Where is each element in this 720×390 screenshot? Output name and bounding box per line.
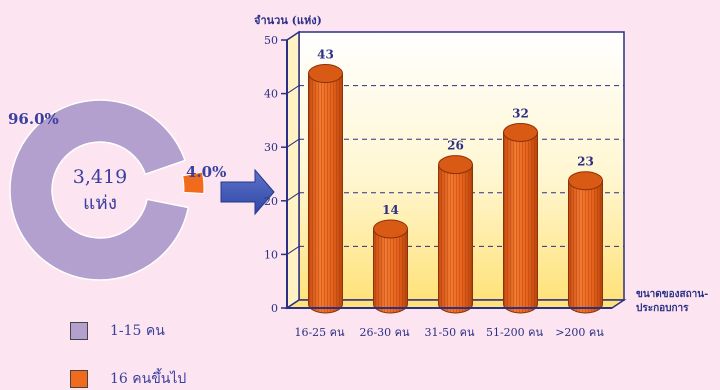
x-axis-title: ขนาดของสถาน- ประกอบการ — [636, 289, 708, 314]
x-tick-label: >200 คน — [555, 326, 604, 339]
bar-texture — [568, 180, 603, 313]
bar-texture — [438, 164, 473, 313]
x-axis-title-line: ขนาดของสถาน- — [636, 289, 708, 300]
x-tick-label: 16-25 คน — [294, 326, 345, 339]
bar-texture — [373, 228, 408, 313]
legend-swatch-purple — [70, 322, 88, 340]
legend-label: 16 คนขึ้นไป — [110, 371, 187, 387]
gridline-side — [286, 138, 300, 148]
donut-center-unit: แห่ง — [83, 192, 117, 214]
bar-data-label: 14 — [382, 203, 399, 217]
bar-texture — [503, 132, 538, 313]
bar: 32 — [503, 106, 538, 314]
y-axis: 0 10 20 30 40 50 — [264, 34, 288, 315]
gridline-side — [286, 192, 300, 202]
x-tick-label: 26-30 คน — [359, 326, 410, 339]
bar: 23 — [568, 155, 603, 314]
bars: 43 14 26 32 23 — [308, 48, 603, 314]
donut-chart: 3,419 แห่ง 96.0% 4.0% — [8, 99, 226, 281]
donut-label-96: 96.0% — [8, 110, 59, 128]
x-axis-title-line: ประกอบการ — [636, 302, 689, 314]
legend-swatch-orange — [70, 370, 88, 388]
y-tick-label: 30 — [264, 141, 278, 154]
x-axis: 16-25 คน 26-30 คน 31-50 คน 51-200 คน >200 คน — [287, 307, 612, 339]
bar-data-label: 23 — [577, 155, 594, 169]
legend-item-1-15: 1-15 คน — [70, 320, 165, 342]
x-tick-label: 51-200 คน — [486, 326, 544, 339]
bar: 43 — [308, 48, 343, 314]
gridline-side — [286, 245, 300, 255]
legend-item-16-plus: 16 คนขึ้นไป — [70, 368, 186, 390]
x-tick-label: 31-50 คน — [424, 326, 475, 339]
y-tick-label: 40 — [264, 88, 278, 101]
donut-label-4: 4.0% — [186, 163, 226, 181]
bar-texture — [308, 73, 343, 314]
bar-top — [308, 64, 343, 84]
bar-data-label: 32 — [512, 106, 529, 120]
y-tick-label: 50 — [264, 34, 278, 47]
bar: 14 — [373, 203, 408, 314]
bar-top — [373, 219, 408, 239]
legend-label: 1-15 คน — [110, 323, 165, 339]
gridline-side — [286, 85, 300, 95]
bar-chart: จำนวน (แห่ง) 0 10 20 30 40 50 43 14 26 32 23 16-2… — [254, 14, 708, 339]
gridline-side — [286, 31, 300, 41]
arrow-icon — [220, 168, 275, 216]
y-tick-label: 10 — [264, 248, 278, 261]
bar-top — [503, 122, 538, 142]
y-tick-label: 0 — [271, 302, 278, 315]
bar-top — [568, 171, 603, 191]
bar-data-label: 43 — [317, 48, 334, 62]
donut-slice-16-plus — [182, 171, 205, 195]
bar-top — [438, 155, 473, 175]
donut-center-value: 3,419 — [73, 166, 127, 188]
y-axis-title: จำนวน (แห่ง) — [254, 14, 322, 27]
y-tick-label: 20 — [264, 195, 278, 208]
donut-slice-1-15 — [9, 99, 190, 281]
bar: 26 — [438, 139, 473, 314]
bar-data-label: 26 — [447, 139, 464, 153]
side-wall — [286, 30, 300, 310]
